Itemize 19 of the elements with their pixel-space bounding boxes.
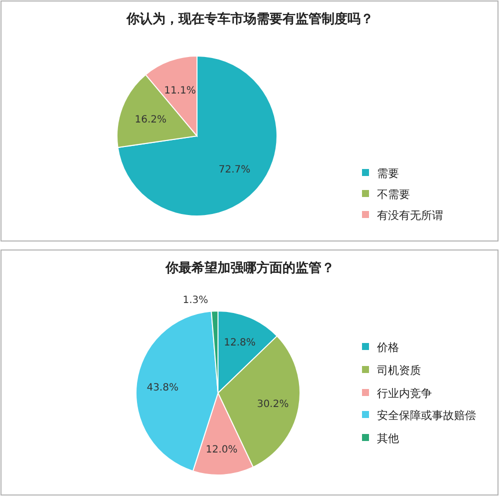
legend-label: 需要 (377, 167, 399, 180)
chart-title: 你最希望加强哪方面的监管？ (164, 260, 334, 276)
legend-label: 司机资质 (377, 364, 421, 377)
legend-label: 其他 (377, 432, 399, 445)
data-label: 30.2% (256, 399, 289, 410)
data-label: 12.0% (206, 444, 238, 456)
legend-label: 不需要 (377, 188, 410, 201)
data-label: 43.8% (146, 382, 178, 394)
legend-label: 价格 (376, 341, 399, 354)
pie-slice (117, 56, 278, 216)
legend-label: 安全保障或事故赔偿 (377, 409, 476, 422)
legend-label: 有没有无所谓 (377, 209, 443, 222)
data-label: 16.2% (134, 114, 167, 126)
legend-label: 行业内竞争 (377, 387, 432, 400)
chart-title: 你认为，现在专车市场需要有监管制度吗？ (126, 11, 374, 27)
data-label: 11.1% (164, 85, 196, 96)
data-label: 1.3% (182, 295, 208, 306)
data-label: 12.8% (224, 338, 256, 349)
data-label: 72.7% (218, 164, 250, 176)
